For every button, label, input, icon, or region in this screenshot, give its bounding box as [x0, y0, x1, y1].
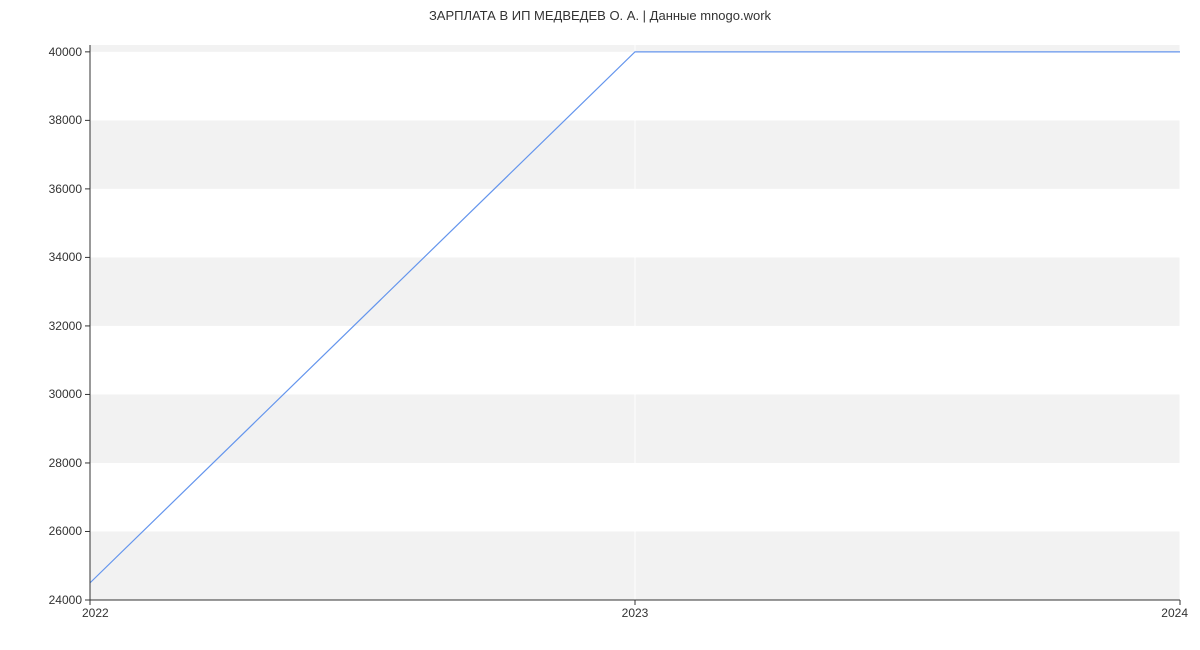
chart-container: ЗАРПЛАТА В ИП МЕДВЕДЕВ О. А. | Данные mn… — [0, 0, 1200, 650]
y-tick-label: 28000 — [49, 456, 82, 470]
x-tick-label: 2022 — [82, 606, 109, 620]
y-tick-label: 40000 — [49, 45, 82, 59]
chart-svg — [90, 45, 1180, 600]
y-tick-label: 38000 — [49, 113, 82, 127]
x-tick-label: 2023 — [622, 606, 649, 620]
y-tick-label: 34000 — [49, 250, 82, 264]
y-tick-label: 30000 — [49, 387, 82, 401]
plot-area — [90, 45, 1180, 600]
y-tick-label: 36000 — [49, 182, 82, 196]
y-tick-label: 26000 — [49, 524, 82, 538]
y-tick-label: 24000 — [49, 593, 82, 607]
y-tick-label: 32000 — [49, 319, 82, 333]
x-tick-label: 2024 — [1161, 606, 1188, 620]
chart-title: ЗАРПЛАТА В ИП МЕДВЕДЕВ О. А. | Данные mn… — [0, 0, 1200, 23]
